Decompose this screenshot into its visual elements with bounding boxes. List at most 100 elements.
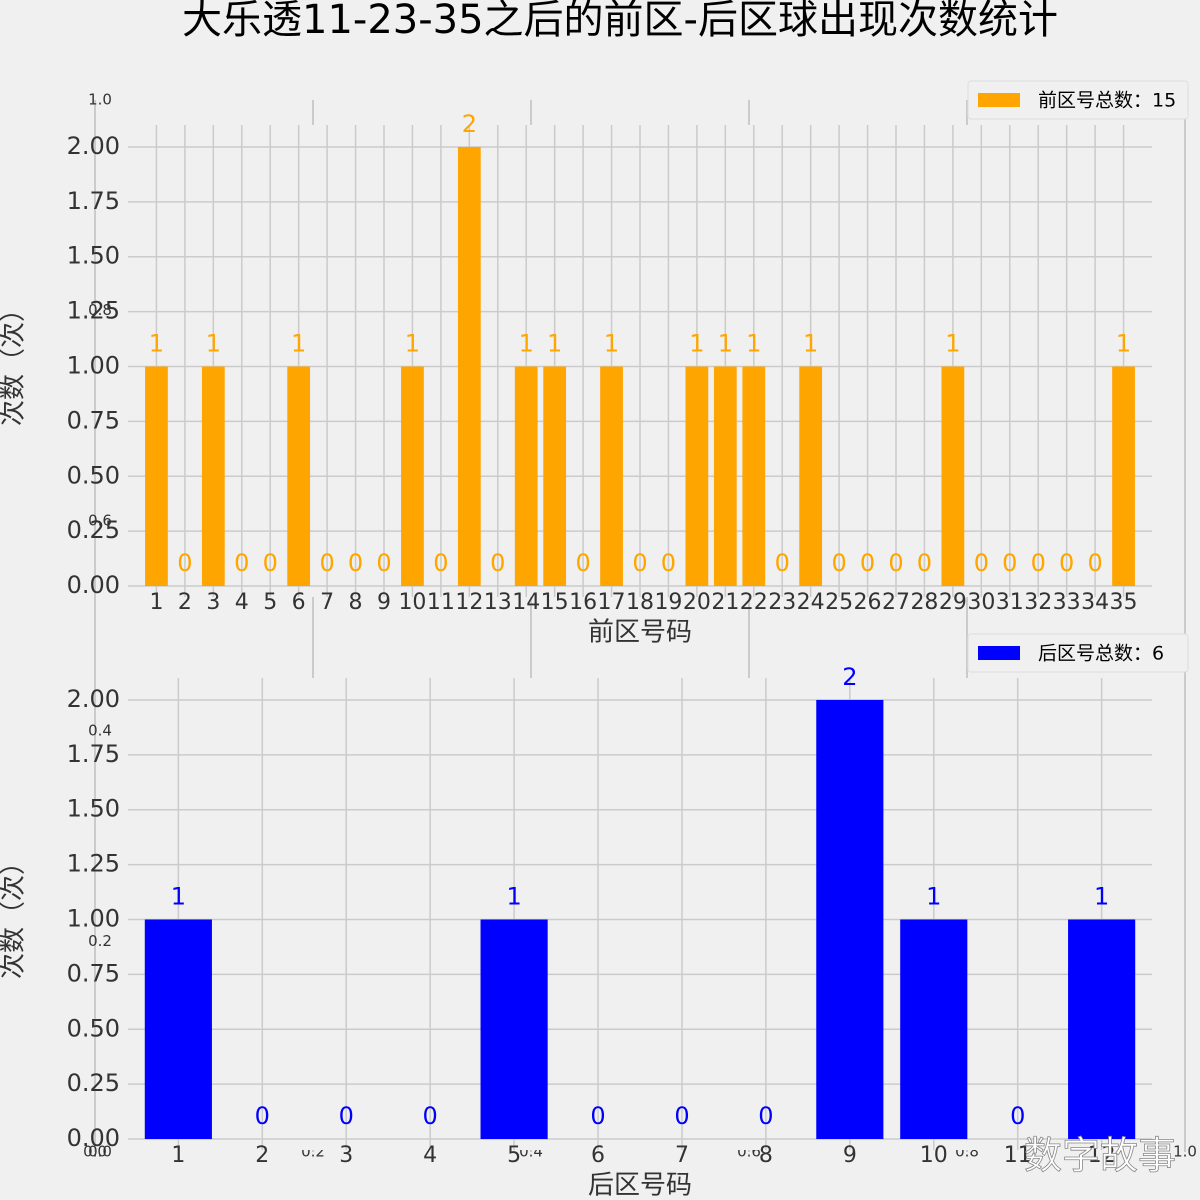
value-label: 1 — [604, 329, 619, 357]
x-tick-label: 33 — [1053, 590, 1081, 615]
x-tick-label: 30 — [967, 590, 995, 615]
x-tick-label: 13 — [484, 590, 512, 615]
legend-swatch — [978, 646, 1020, 660]
x-tick-label: 7 — [320, 590, 334, 615]
value-label: 1 — [1094, 882, 1109, 910]
bar — [457, 146, 481, 587]
bar — [201, 366, 225, 587]
value-label: 1 — [149, 329, 164, 357]
bg-y-tick-label: 0.8 — [88, 301, 112, 319]
x-tick-label: 23 — [768, 590, 796, 615]
x-tick-label: 14 — [512, 590, 540, 615]
bar — [1112, 366, 1135, 587]
x-tick-label: 11 — [427, 590, 455, 615]
value-label: 0 — [632, 549, 647, 577]
x-tick-label: 2 — [178, 590, 192, 615]
y-tick-label: 0.25 — [67, 516, 120, 544]
x-axis-title: 后区号码 — [588, 1171, 692, 1200]
x-tick-label: 32 — [1024, 590, 1052, 615]
x-tick-label: 4 — [235, 590, 249, 615]
value-label: 0 — [234, 549, 249, 577]
value-label: 1 — [519, 329, 534, 357]
x-tick-label: 4 — [423, 1143, 437, 1168]
value-label: 0 — [917, 549, 932, 577]
x-tick-label: 18 — [626, 590, 654, 615]
value-label: 1 — [506, 882, 521, 910]
x-tick-label: 34 — [1081, 590, 1109, 615]
x-tick-label: 19 — [654, 590, 682, 615]
value-label: 1 — [171, 882, 186, 910]
x-tick-label: 15 — [541, 590, 569, 615]
y-tick-label: 2.00 — [67, 132, 120, 160]
y-tick-label: 0.25 — [67, 1069, 120, 1097]
value-label: 0 — [263, 549, 278, 577]
x-tick-label: 27 — [882, 590, 910, 615]
value-label: 0 — [348, 549, 363, 577]
value-label: 0 — [758, 1102, 773, 1130]
bar — [713, 366, 737, 587]
bar — [799, 366, 823, 587]
x-tick-label: 3 — [339, 1143, 353, 1168]
legend-label: 前区号总数：15 — [1038, 90, 1176, 112]
bg-y-tick-label: 0.0 — [88, 1143, 112, 1161]
y-tick-label: 1.75 — [67, 740, 120, 768]
bg-y-tick-label: 0.2 — [88, 932, 112, 950]
value-label: 0 — [888, 549, 903, 577]
y-tick-label: 0.50 — [67, 1014, 120, 1042]
x-tick-label: 2 — [255, 1143, 269, 1168]
value-label: 0 — [575, 549, 590, 577]
legend-label: 后区号总数：6 — [1038, 643, 1164, 665]
x-tick-label: 31 — [996, 590, 1024, 615]
value-label: 0 — [177, 549, 192, 577]
x-axis-title: 前区号码 — [588, 618, 692, 648]
value-label: 0 — [423, 1102, 438, 1130]
value-label: 1 — [206, 329, 221, 357]
y-tick-label: 1.50 — [67, 795, 120, 823]
value-label: 1 — [803, 329, 818, 357]
value-label: 0 — [319, 549, 334, 577]
y-axis-title: 次数（次） — [0, 849, 29, 979]
x-tick-label: 35 — [1110, 590, 1138, 615]
value-label: 2 — [842, 663, 857, 691]
x-tick-label: 29 — [939, 590, 967, 615]
plot-area — [128, 678, 1152, 1150]
x-tick-label: 22 — [740, 590, 768, 615]
x-tick-label: 6 — [292, 590, 306, 615]
bar — [685, 366, 709, 587]
bar — [480, 919, 548, 1140]
y-tick-label: 1.00 — [67, 351, 120, 379]
bg-x-tick-label: 1.0 — [1173, 1143, 1197, 1161]
x-tick-label: 28 — [910, 590, 938, 615]
x-tick-label: 5 — [507, 1143, 521, 1168]
x-tick-label: 11 — [1004, 1143, 1032, 1168]
value-label: 0 — [1002, 549, 1017, 577]
bar — [742, 366, 766, 587]
value-label: 0 — [1010, 1102, 1025, 1130]
value-label: 0 — [674, 1102, 689, 1130]
value-label: 0 — [775, 549, 790, 577]
x-tick-label: 10 — [920, 1143, 948, 1168]
x-tick-label: 6 — [591, 1143, 605, 1168]
value-label: 1 — [689, 329, 704, 357]
x-tick-label: 26 — [854, 590, 882, 615]
x-tick-label: 8 — [759, 1143, 773, 1168]
value-label: 0 — [339, 1102, 354, 1130]
x-tick-label: 5 — [263, 590, 277, 615]
bg-y-tick-label: 0.6 — [88, 511, 112, 529]
x-tick-label: 8 — [349, 590, 363, 615]
y-axis-title: 次数（次） — [0, 296, 29, 426]
value-label: 1 — [945, 329, 960, 357]
bar — [941, 366, 965, 587]
chart-title: 大乐透11-23-35之后的前区-后区球出现次数统计 — [182, 0, 1058, 43]
x-tick-label: 7 — [675, 1143, 689, 1168]
value-label: 0 — [860, 549, 875, 577]
x-tick-label: 20 — [683, 590, 711, 615]
y-tick-label: 1.25 — [67, 850, 120, 878]
value-label: 0 — [590, 1102, 605, 1130]
value-label: 0 — [490, 549, 505, 577]
value-label: 0 — [1031, 549, 1046, 577]
y-tick-label: 2.00 — [67, 685, 120, 713]
value-label: 0 — [831, 549, 846, 577]
value-label: 1 — [746, 329, 761, 357]
